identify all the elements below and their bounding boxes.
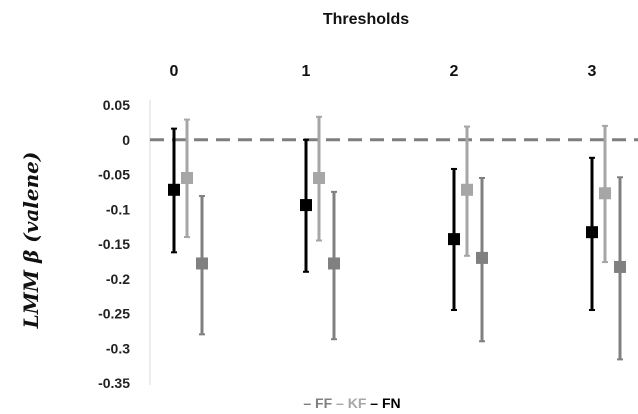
y-tick-label: -0.3 [106,340,130,356]
y-tick-label: -0.15 [98,236,130,252]
chart-title: Thresholds [323,11,409,28]
y-tick-label: -0.05 [98,167,130,183]
error-bar-ff [196,195,208,336]
y-axis-label: LMM β (valene) [19,152,43,330]
y-tick-label: -0.1 [106,201,130,217]
error-bar-kf [599,124,611,264]
y-tick-label: -0.2 [106,271,130,287]
category-labels: 0 1 2 3 [170,63,597,80]
point-marker [300,199,312,212]
point-marker [313,171,325,184]
point-marker [476,251,488,264]
error-bar-marks [168,115,626,361]
point-marker [196,257,208,270]
error-bar-ff [614,176,626,361]
point-marker [328,257,340,270]
y-tick-label: 0 [122,132,130,148]
y-axis-ticks: 0.05 0 -0.05 -0.1 -0.15 -0.2 -0.25 -0.3 -0.35 [98,97,130,391]
point-marker [448,233,460,246]
legend-text: – FF – KF – FN [303,395,400,411]
category-label: 1 [302,63,311,80]
point-marker [461,183,473,196]
y-tick-label: -0.35 [98,375,130,391]
legend: – FF – KF – FN [303,395,400,411]
error-bar-kf [461,125,473,257]
point-marker [586,226,598,239]
error-bar-kf [313,115,325,242]
error-bar-fn [168,127,180,254]
error-bar-fn [300,138,312,273]
error-bar-ff [328,190,340,341]
point-marker [614,260,626,273]
category-label: 0 [170,63,179,80]
point-marker [181,171,193,184]
error-bar-fn [448,167,460,312]
error-bar-kf [181,118,193,239]
y-tick-label: -0.25 [98,306,130,322]
category-label: 3 [588,63,597,80]
error-bar-fn [586,156,598,312]
error-bar-ff [476,176,488,343]
legend-item-ff: – FF [303,395,332,411]
legend-item-kf: – KF [332,395,367,411]
point-marker [168,183,180,196]
y-tick-label: 0.05 [103,97,130,113]
category-label: 2 [450,63,459,80]
legend-item-fn: – FN [366,395,400,411]
point-marker [599,187,611,200]
